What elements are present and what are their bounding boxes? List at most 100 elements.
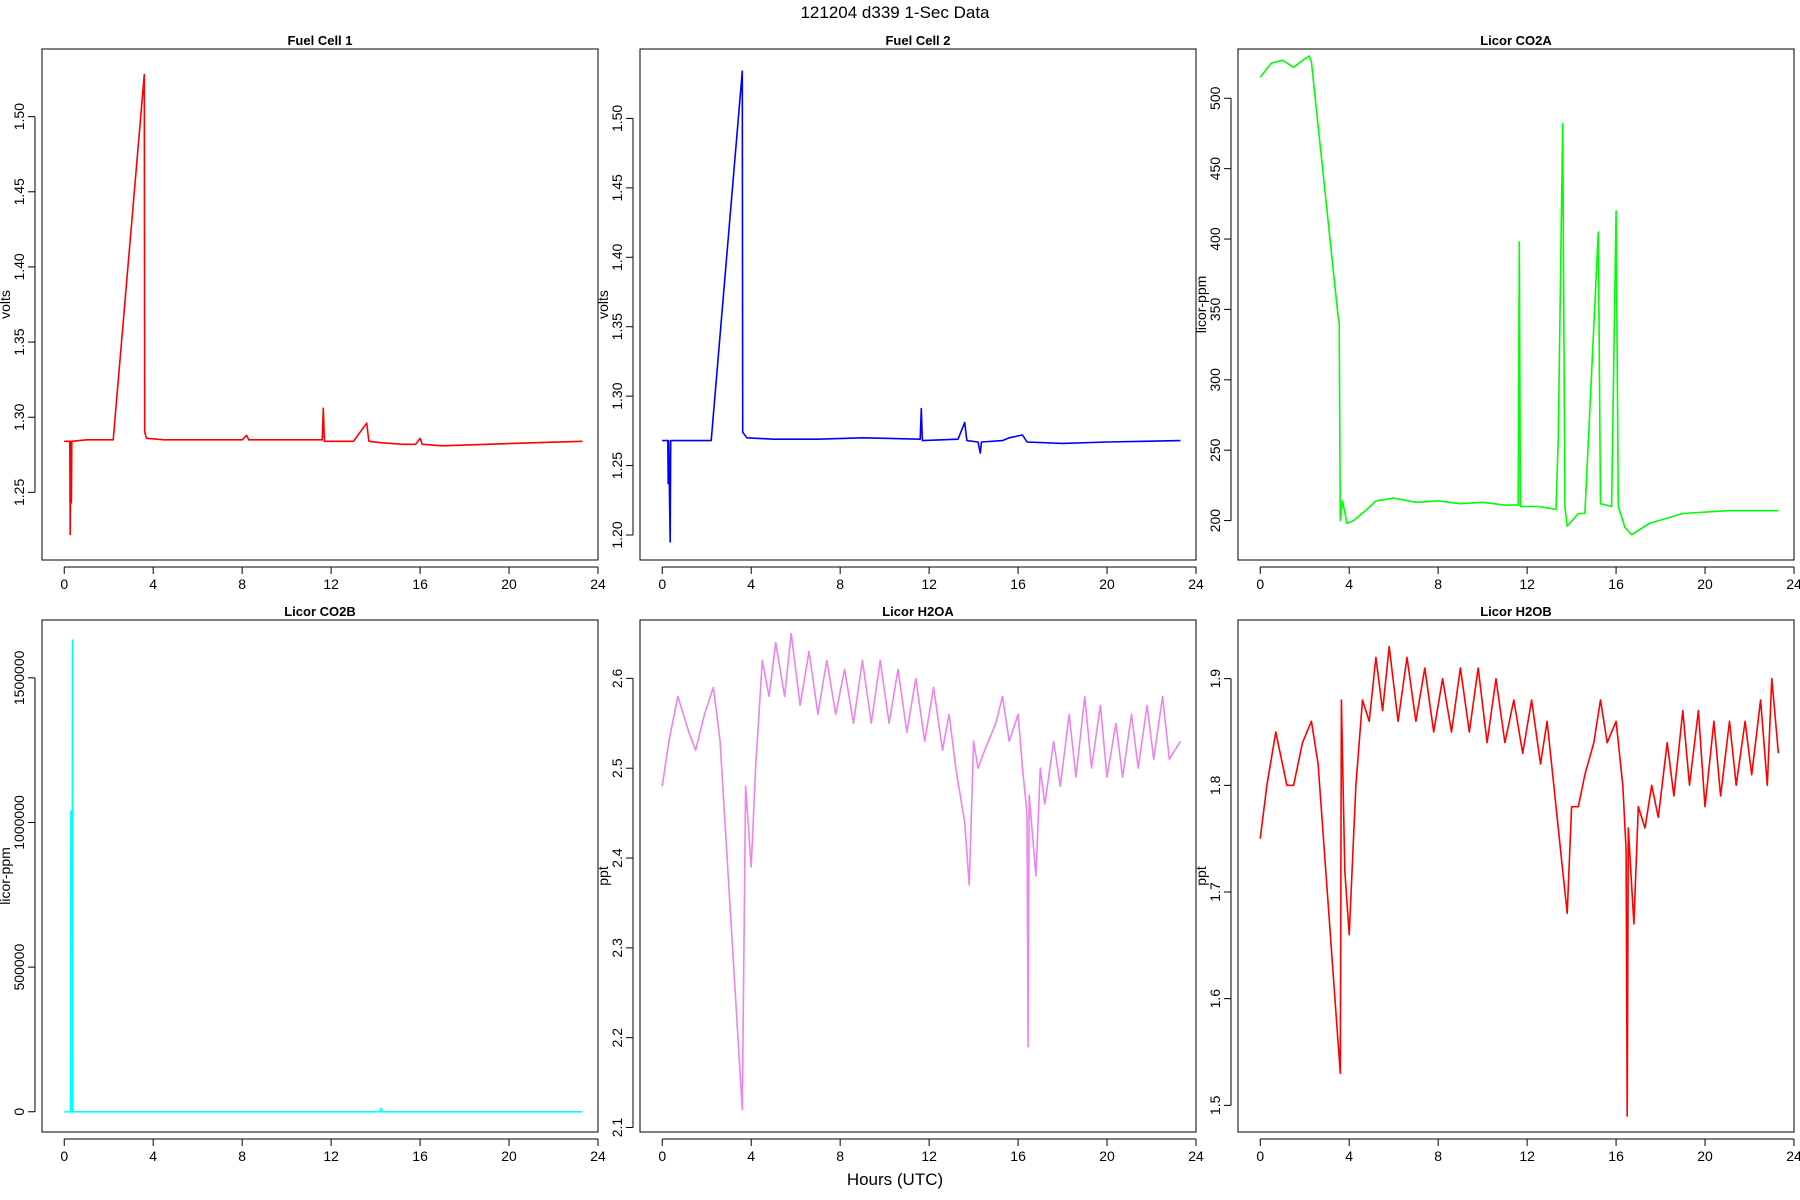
x-tick-label: 16 bbox=[1010, 576, 1026, 592]
x-tick-label: 20 bbox=[501, 1148, 517, 1164]
x-tick-label: 0 bbox=[60, 1148, 68, 1164]
data-series-line bbox=[1259, 55, 1779, 536]
y-axis-label: licor-ppm bbox=[0, 847, 13, 905]
data-series-line bbox=[662, 70, 1181, 543]
x-tick-label: 16 bbox=[1010, 1148, 1026, 1164]
y-tick-label: 2.2 bbox=[609, 1028, 625, 1048]
chart-title: Licor H2OB bbox=[1480, 604, 1552, 619]
x-tick-label: 4 bbox=[1345, 576, 1353, 592]
y-tick-label: 1500000 bbox=[11, 650, 27, 705]
chart-panel-6: Licor H2OB ppt 0 4 8 12 16 20 24 1.5 1.6 1.7 1.8 1.9 bbox=[1193, 604, 1800, 1164]
chart-title: Licor H2OA bbox=[882, 604, 954, 619]
x-tick-label: 4 bbox=[747, 1148, 755, 1164]
chart-panels: Fuel Cell 1 volts 0 4 8 12 16 20 24 1.25 1.30 1.35 1… bbox=[0, 33, 1800, 1164]
y-tick-label: 1.20 bbox=[609, 521, 625, 548]
chart-panel-5: Licor H2OA ppt 0 4 8 12 16 20 24 2.1 2.2 2.3 2.4 2.5 2… bbox=[595, 604, 1204, 1164]
y-tick-label: 1.35 bbox=[11, 328, 27, 355]
chart-panel-4: Licor CO2B licor-ppm 0 4 8 12 16 20 24 0 500000 100… bbox=[0, 604, 606, 1164]
x-tick-label: 0 bbox=[60, 576, 68, 592]
y-axis-label: volts bbox=[595, 290, 611, 319]
x-tick-label: 12 bbox=[323, 1148, 339, 1164]
x-tick-label: 24 bbox=[590, 1148, 606, 1164]
y-axis-label: ppt bbox=[595, 866, 611, 886]
x-tick-label: 20 bbox=[501, 576, 517, 592]
x-tick-label: 12 bbox=[921, 1148, 937, 1164]
chart-title: Fuel Cell 1 bbox=[287, 33, 352, 48]
x-tick-label: 0 bbox=[658, 1148, 666, 1164]
plot-frame bbox=[639, 619, 1197, 1133]
common-x-axis-label: Hours (UTC) bbox=[847, 1170, 943, 1189]
y-tick-label: 1.45 bbox=[11, 178, 27, 205]
chart-title: Fuel Cell 2 bbox=[885, 33, 950, 48]
chart-panel-2: Fuel Cell 2 volts 0 4 8 12 16 20 24 1.20 1.25 1.30 1… bbox=[595, 33, 1204, 592]
y-tick-label: 450 bbox=[1207, 157, 1223, 181]
x-tick-label: 0 bbox=[658, 576, 666, 592]
x-tick-label: 12 bbox=[921, 576, 937, 592]
x-tick-label: 4 bbox=[747, 576, 755, 592]
x-tick-label: 16 bbox=[1608, 1148, 1624, 1164]
y-tick-label: 2.6 bbox=[609, 668, 625, 688]
chart-panel-3: Licor CO2A licor-ppm 0 4 8 12 16 20 24 200 250 300 3… bbox=[1193, 33, 1800, 592]
x-tick-label: 16 bbox=[412, 576, 428, 592]
x-tick-label: 24 bbox=[1786, 1148, 1800, 1164]
x-tick-label: 4 bbox=[149, 1148, 157, 1164]
y-tick-label: 1.35 bbox=[609, 313, 625, 340]
y-tick-label: 2.5 bbox=[609, 758, 625, 778]
y-tick-label: 1.25 bbox=[609, 452, 625, 479]
y-tick-label: 500 bbox=[1207, 86, 1223, 110]
y-tick-label: 1.40 bbox=[609, 243, 625, 270]
data-series-line bbox=[661, 632, 1182, 1111]
y-tick-label: 2.4 bbox=[609, 848, 625, 868]
y-tick-label: 2.3 bbox=[609, 938, 625, 958]
y-tick-label: 400 bbox=[1207, 227, 1223, 251]
x-tick-label: 0 bbox=[1256, 576, 1264, 592]
x-tick-label: 24 bbox=[1188, 576, 1204, 592]
chart-title: Licor CO2B bbox=[284, 604, 356, 619]
y-tick-label: 1.5 bbox=[1207, 1095, 1223, 1115]
data-series-line bbox=[64, 73, 583, 536]
y-tick-label: 300 bbox=[1207, 368, 1223, 392]
y-tick-label: 1000000 bbox=[11, 795, 27, 850]
x-tick-label: 8 bbox=[836, 1148, 844, 1164]
y-tick-label: 200 bbox=[1207, 509, 1223, 533]
x-tick-label: 20 bbox=[1697, 1148, 1713, 1164]
y-tick-label: 0 bbox=[11, 1108, 27, 1116]
data-series-line bbox=[64, 639, 583, 1113]
x-tick-label: 8 bbox=[836, 576, 844, 592]
y-axis-label: licor-ppm bbox=[1193, 276, 1209, 334]
y-tick-label: 1.50 bbox=[11, 103, 27, 130]
plot-frame bbox=[1237, 48, 1795, 561]
x-tick-label: 8 bbox=[238, 576, 246, 592]
y-tick-label: 1.45 bbox=[609, 174, 625, 201]
y-tick-label: 2.1 bbox=[609, 1118, 625, 1138]
y-tick-label: 1.40 bbox=[11, 253, 27, 280]
y-axis-label: ppt bbox=[1193, 866, 1209, 886]
y-tick-label: 1.9 bbox=[1207, 669, 1223, 689]
x-tick-label: 24 bbox=[590, 576, 606, 592]
chart-title: Licor CO2A bbox=[1480, 33, 1552, 48]
x-tick-label: 20 bbox=[1099, 576, 1115, 592]
x-tick-label: 8 bbox=[1434, 576, 1442, 592]
x-tick-label: 24 bbox=[1786, 576, 1800, 592]
y-tick-label: 1.30 bbox=[609, 382, 625, 409]
x-tick-label: 12 bbox=[1519, 1148, 1535, 1164]
x-tick-label: 12 bbox=[323, 576, 339, 592]
y-tick-label: 1.50 bbox=[609, 105, 625, 132]
x-tick-label: 12 bbox=[1519, 576, 1535, 592]
y-tick-label: 1.6 bbox=[1207, 989, 1223, 1009]
y-tick-label: 500000 bbox=[11, 944, 27, 991]
y-tick-label: 350 bbox=[1207, 298, 1223, 322]
x-tick-label: 0 bbox=[1256, 1148, 1264, 1164]
plot-frame bbox=[41, 48, 599, 561]
x-tick-label: 16 bbox=[1608, 576, 1624, 592]
chart-panel-1: Fuel Cell 1 volts 0 4 8 12 16 20 24 1.25 1.30 1.35 1… bbox=[0, 33, 606, 592]
y-tick-label: 1.30 bbox=[11, 403, 27, 430]
plot-frame bbox=[41, 619, 599, 1133]
y-tick-label: 1.25 bbox=[11, 479, 27, 506]
x-tick-label: 24 bbox=[1188, 1148, 1204, 1164]
x-tick-label: 4 bbox=[1345, 1148, 1353, 1164]
plot-frame bbox=[1237, 619, 1795, 1133]
x-tick-label: 20 bbox=[1099, 1148, 1115, 1164]
x-tick-label: 8 bbox=[238, 1148, 246, 1164]
y-tick-label: 1.7 bbox=[1207, 882, 1223, 902]
